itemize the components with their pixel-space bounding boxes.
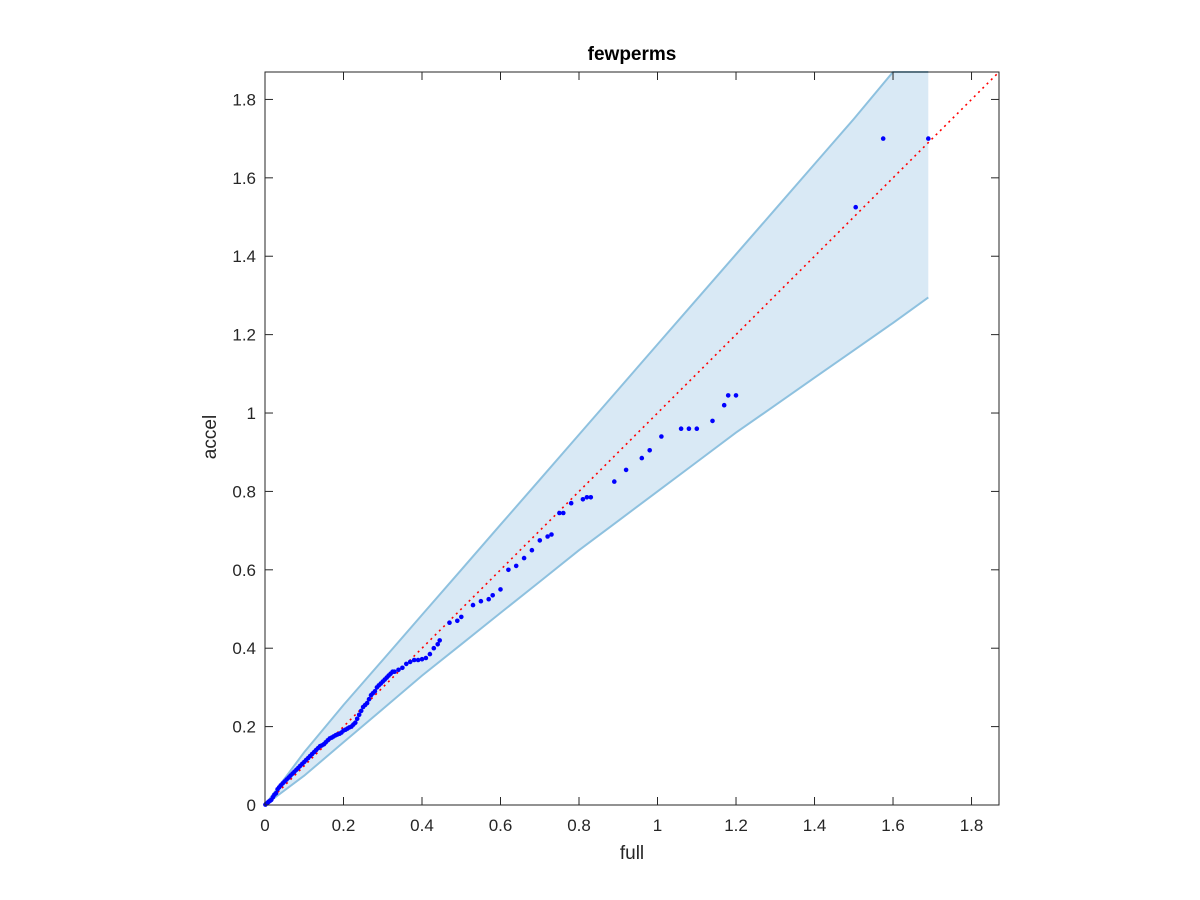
data-point — [273, 790, 279, 796]
y-tick-label: 0.4 — [232, 639, 256, 658]
data-point — [647, 448, 652, 453]
data-point — [486, 596, 492, 602]
data-point — [490, 593, 496, 598]
data-point — [545, 534, 550, 539]
data-point — [733, 393, 739, 398]
x-tick-label: 1.6 — [881, 816, 905, 835]
data-point — [415, 657, 421, 663]
y-axis-label: accel — [200, 415, 221, 459]
data-point — [411, 657, 417, 663]
data-point — [926, 136, 931, 141]
y-tick-label: 1.2 — [232, 326, 256, 345]
data-point — [659, 434, 664, 439]
data-point — [710, 418, 715, 424]
data-point — [725, 393, 731, 398]
data-point — [678, 426, 684, 432]
data-point — [623, 467, 629, 473]
data-point — [358, 708, 364, 714]
confidence-band — [265, 72, 929, 805]
x-tick-label: 1.2 — [724, 816, 748, 835]
data-point — [639, 455, 645, 461]
data-point — [404, 661, 409, 667]
data-point — [431, 645, 437, 651]
data-point — [470, 602, 476, 608]
data-point — [437, 638, 443, 643]
data-point — [853, 204, 858, 210]
data-point — [419, 656, 425, 662]
data-point — [364, 700, 370, 706]
data-point — [686, 426, 692, 432]
data-point — [529, 547, 535, 553]
data-point — [459, 614, 464, 620]
data-point — [427, 651, 433, 657]
x-tick-label: 0.4 — [410, 816, 434, 835]
data-point — [721, 402, 727, 408]
y-tick-label: 1.6 — [232, 169, 256, 188]
band-lower-edge — [264, 296, 929, 806]
reference-line — [264, 71, 1000, 806]
data-point — [354, 716, 360, 722]
y-tick-label: 0 — [247, 796, 256, 815]
x-tick-label: 1.4 — [803, 816, 827, 835]
data-points — [263, 136, 931, 807]
x-axis-label: full — [620, 843, 644, 864]
data-point — [588, 495, 594, 500]
data-point — [694, 426, 700, 432]
data-point — [880, 136, 886, 141]
plot-area — [263, 71, 1000, 807]
x-axis-ticks: 0 0.2 0.4 0.6 0.8 1 1.2 1.4 1.6 1.8 — [260, 72, 983, 835]
data-point — [568, 500, 574, 506]
data-point — [455, 618, 460, 624]
data-point — [561, 510, 566, 516]
band-upper-edge — [264, 71, 929, 806]
data-point — [537, 538, 543, 543]
data-point — [353, 720, 358, 725]
x-tick-label: 1.8 — [960, 816, 984, 835]
data-point — [423, 655, 429, 661]
x-tick-label: 0 — [260, 816, 269, 835]
data-point — [396, 667, 401, 673]
y-tick-label: 1.8 — [232, 90, 256, 109]
data-point — [407, 659, 413, 665]
y-tick-label: 0.8 — [232, 482, 256, 501]
chart-title: fewperms — [588, 44, 677, 65]
data-point — [549, 532, 554, 537]
y-tick-label: 0.6 — [232, 561, 256, 580]
x-tick-label: 0.6 — [489, 816, 513, 835]
data-point — [372, 689, 378, 694]
data-point — [612, 479, 617, 484]
data-point — [447, 620, 452, 625]
data-point — [557, 510, 562, 516]
axes-box — [264, 71, 1000, 806]
data-point — [506, 567, 511, 573]
data-point — [478, 598, 484, 604]
x-tick-label: 1 — [653, 816, 662, 835]
data-point — [356, 712, 362, 718]
y-tick-label: 1 — [247, 404, 256, 423]
data-point — [366, 696, 372, 702]
data-point — [584, 495, 590, 500]
data-point — [513, 563, 519, 569]
data-point — [400, 665, 405, 671]
data-point — [498, 587, 503, 592]
x-tick-label: 0.2 — [332, 816, 356, 835]
y-tick-label: 1.4 — [232, 247, 256, 266]
y-axis-ticks: 0 0.2 0.4 0.6 0.8 1 1.2 1.4 1.6 1.8 — [232, 90, 999, 815]
data-point — [435, 642, 441, 647]
data-point — [580, 497, 586, 502]
x-tick-label: 0.8 — [567, 816, 591, 835]
data-point — [521, 555, 527, 561]
y-tick-label: 0.2 — [232, 718, 256, 737]
data-point — [392, 669, 397, 674]
